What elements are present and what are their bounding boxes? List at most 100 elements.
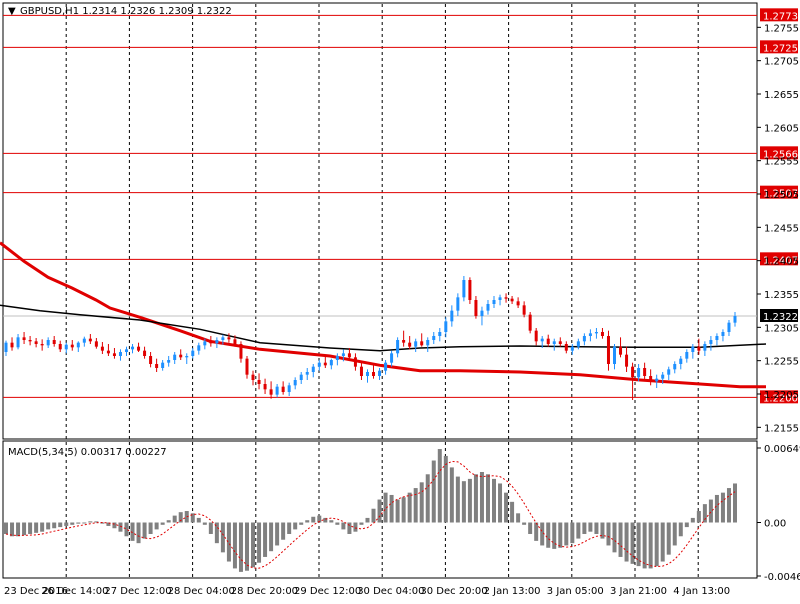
y-tick-label: 1.2605 (764, 123, 799, 134)
macd-histogram-bar (407, 492, 412, 523)
macd-histogram-bar (606, 522, 611, 546)
candle-body (124, 349, 128, 352)
candle-body (82, 338, 86, 343)
macd-histogram-bar (708, 499, 713, 523)
macd-histogram-bar (642, 522, 647, 569)
candle-body (697, 346, 701, 351)
price-level-label: 1.2725 (763, 43, 798, 54)
macd-histogram-bar (202, 522, 207, 525)
candle-body (516, 301, 520, 306)
macd-histogram-bar (359, 522, 364, 525)
macd-histogram-bar (510, 501, 515, 523)
candle-body (456, 297, 460, 311)
collapse-arrow-icon[interactable]: ▼ (8, 6, 16, 17)
candle-body (576, 341, 580, 347)
macd-histogram-bar (630, 522, 635, 564)
candle-body (311, 366, 315, 372)
moving-averages-layer (0, 241, 767, 389)
macd-histogram-bar (419, 482, 424, 523)
macd-histogram-bar (636, 522, 641, 567)
candle-body (173, 354, 177, 360)
y-tick-label: 1.2255 (764, 357, 799, 368)
candle-body (733, 316, 737, 323)
candle-body (703, 344, 707, 351)
candle-body (106, 350, 110, 354)
macd-header: MACD(5,34,5) 0.00317 0.00227 (8, 447, 167, 458)
macd-histogram-bar (160, 522, 165, 525)
candle-body (269, 389, 273, 395)
macd-histogram-bar (455, 476, 460, 523)
macd-histogram-bar (570, 522, 575, 544)
candle-body (365, 372, 369, 376)
candle-body (299, 374, 303, 380)
candle-body (685, 352, 689, 359)
candle-body (606, 336, 610, 364)
candle-body (239, 344, 243, 359)
macd-histogram-bar (178, 512, 183, 523)
moving-average-slow-line (0, 241, 766, 389)
candle-body (76, 342, 80, 348)
y-tick-label: 1.2355 (764, 290, 799, 301)
macd-histogram-bar (4, 522, 8, 534)
candle-body (534, 330, 538, 342)
macd-histogram-bar (612, 522, 617, 553)
candle-body (492, 300, 496, 304)
macd-histogram-bar (118, 522, 123, 532)
macd-histogram-bar (648, 522, 653, 569)
macd-y-tick-label: 0.00 (764, 519, 786, 530)
macd-histogram-bar (504, 492, 509, 523)
macd-histogram-bar (413, 488, 418, 523)
candle-body (564, 344, 568, 351)
macd-histogram-bar (720, 492, 725, 523)
candle-body (679, 358, 683, 364)
macd-histogram-bar (305, 520, 310, 523)
candle-body (305, 372, 309, 375)
x-tick-label: 3 Jan 21:00 (610, 586, 667, 597)
candle-body (420, 341, 424, 346)
candle-body (667, 369, 671, 375)
candle-body (52, 340, 56, 344)
macd-histogram-bar (311, 516, 316, 523)
y-tick-label: 1.2405 (764, 257, 799, 268)
candle-body (335, 356, 339, 360)
x-tick-label: 30 Dec 04:00 (357, 586, 424, 597)
candle-body (498, 297, 502, 300)
macd-histogram-bar (498, 483, 503, 523)
macd-histogram-bar (323, 517, 328, 523)
macd-histogram-bar (299, 522, 304, 525)
macd-histogram-bar (618, 522, 623, 557)
macd-y-tick-label: 0.00649 (764, 444, 800, 455)
candle-body (227, 337, 231, 340)
candle-body (600, 332, 604, 336)
candle-body (396, 340, 400, 354)
candle-body (233, 339, 237, 344)
macd-histogram-bar (172, 515, 177, 523)
y-tick-label: 1.2505 (764, 190, 799, 201)
macd-histogram-bar (690, 517, 695, 523)
macd-histogram-bar (46, 522, 51, 530)
macd-histogram-bar (335, 522, 340, 525)
moving-average-fast-line (0, 304, 767, 352)
y-tick-label: 1.2155 (764, 423, 799, 434)
candle-body (709, 340, 713, 344)
macd-histogram-bar (733, 483, 737, 523)
x-tick-label: 29 Dec 12:00 (294, 586, 361, 597)
macd-histogram-bar (196, 517, 201, 523)
price-levels-layer: 1.2773 1.2725 1.2566 1.2507 1.2407 1.2200 1.23… (3, 8, 798, 404)
candle-body (329, 360, 333, 366)
macd-histogram-bar (365, 517, 370, 523)
candle-body (131, 346, 135, 350)
candle-body (637, 368, 641, 378)
macd-histogram-bar (588, 522, 593, 532)
candle-body (625, 354, 629, 367)
macd-histogram-bar (696, 511, 701, 523)
macd-histogram-bar (461, 481, 466, 523)
candle-body (40, 344, 44, 346)
candle-body (34, 341, 38, 344)
macd-histogram-bar (353, 522, 358, 532)
macd-histogram-bar (714, 494, 719, 523)
macd-layer (4, 449, 737, 572)
macd-histogram-bar (88, 521, 93, 523)
